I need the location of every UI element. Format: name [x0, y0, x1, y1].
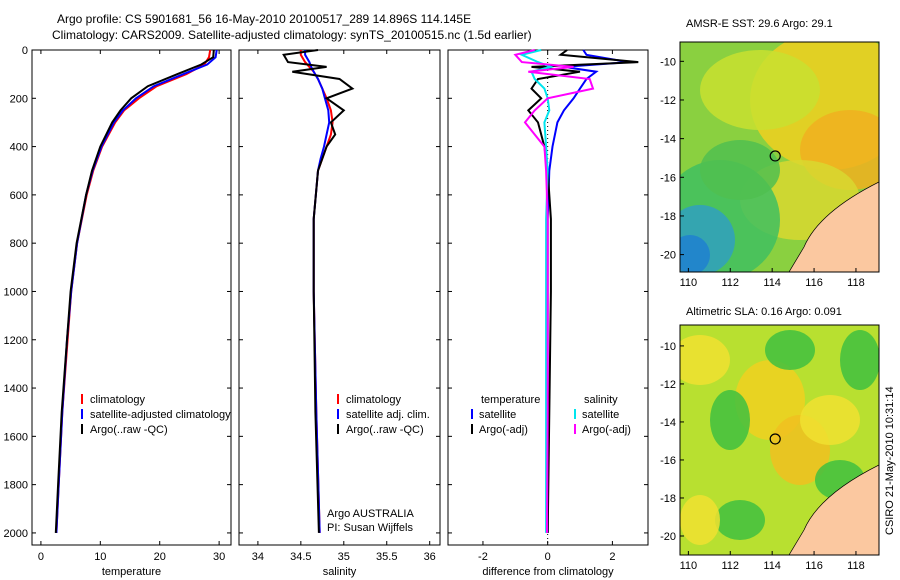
salinity-panel-axes	[238, 49, 441, 546]
legend-label: satellite	[582, 409, 619, 421]
legend-label: satellite	[479, 409, 516, 421]
field-patch	[840, 330, 879, 390]
annotation: PI: Susan Wijffels	[327, 522, 413, 534]
x-tick-label: 34	[252, 551, 264, 563]
y-tick-label: -12	[660, 379, 676, 391]
x-tick-label: 112	[722, 560, 740, 572]
sst-map-title: AMSR-E SST: 29.6 Argo: 29.1	[686, 18, 833, 30]
x-tick-label: 35	[338, 551, 350, 563]
y-tick-label: -16	[660, 172, 676, 184]
series-salinity-argo-adj-	[513, 49, 595, 533]
coastline-land	[788, 181, 879, 272]
x-tick-label: 118	[847, 277, 865, 289]
y-tick-label: -14	[660, 417, 676, 429]
x-tick-label: 34.5	[290, 551, 311, 563]
sla-map-field	[680, 325, 879, 555]
field-patch	[710, 390, 750, 450]
y-tick-label: 2000	[4, 528, 28, 540]
field-patch	[680, 495, 720, 545]
x-tick-label: 116	[805, 277, 823, 289]
y-tick-label: -18	[660, 211, 676, 223]
y-tick-label: -10	[660, 56, 676, 68]
legend-label: temperature	[481, 394, 540, 406]
y-tick-label: 1000	[4, 286, 28, 298]
y-tick-label: 1400	[4, 383, 28, 395]
x-tick-label: 30	[213, 551, 225, 563]
y-tick-label: 800	[10, 238, 28, 250]
x-axis-label: salinity	[323, 566, 357, 578]
y-tick-label: -16	[660, 455, 676, 467]
argo-position-marker	[769, 150, 781, 162]
temperature-panel-axes	[31, 49, 232, 546]
x-axis-label: temperature	[102, 566, 161, 578]
sst-map: 110 112 114 116 118 -10 -12 -14 -16 -18 -20	[660, 41, 880, 289]
x-tick-label: 114	[763, 560, 781, 572]
y-tick-label: 1800	[4, 480, 28, 492]
x-tick-label: -2	[478, 551, 488, 563]
x-tick-label: 0	[545, 551, 551, 563]
field-patch	[700, 50, 820, 130]
legend-label: satellite adj. clim.	[346, 409, 430, 421]
y-tick-label: 200	[10, 93, 28, 105]
y-tick-label: -20	[660, 531, 676, 543]
legend-label: Argo(..raw -QC)	[90, 424, 168, 436]
x-axis-label: difference from climatology	[482, 566, 614, 578]
x-tick-label: 112	[722, 277, 740, 289]
field-patch	[680, 335, 730, 385]
legend-label: Argo(-adj)	[479, 424, 528, 436]
legend-label: climatology	[90, 394, 146, 406]
y-tick-label: 1600	[4, 431, 28, 443]
y-tick-label: -14	[660, 134, 676, 146]
legend-label: climatology	[346, 394, 402, 406]
series-argo-raw-qc-	[282, 49, 355, 533]
legend-label: salinity	[584, 394, 618, 406]
series-temperature-argo-adj-	[526, 49, 639, 533]
annotation: Argo AUSTRALIA	[327, 508, 414, 520]
field-patch	[700, 140, 780, 200]
sla-map: 110 112 114 116 118 -10 -12 -14 -16 -18 -20	[660, 324, 880, 572]
title-line2: Climatology: CARS2009. Satellite-adjuste…	[52, 28, 532, 42]
legend-label: Argo(..raw -QC)	[346, 424, 424, 436]
argo-position-marker	[769, 433, 781, 445]
y-tick-label: -20	[660, 250, 676, 262]
y-tick-label: -12	[660, 95, 676, 107]
y-tick-label: -18	[660, 493, 676, 505]
sla-map-axes	[679, 324, 880, 556]
field-patch	[800, 395, 860, 445]
field-patch	[715, 500, 765, 540]
title-line1: Argo profile: CS 5901681_56 16-May-2010 …	[57, 12, 472, 26]
x-tick-label: 35.5	[376, 551, 397, 563]
sst-map-field	[680, 42, 879, 272]
x-tick-label: 0	[38, 551, 44, 563]
x-tick-label: 20	[154, 551, 166, 563]
x-tick-label: 10	[94, 551, 106, 563]
y-tick-label: 0	[22, 45, 28, 57]
y-tick-label: 1200	[4, 335, 28, 347]
coastline-land	[788, 464, 879, 555]
x-tick-label: 2	[609, 551, 615, 563]
legend-label: Argo(-adj)	[582, 424, 631, 436]
y-tick-label: -10	[660, 341, 676, 353]
legend-label: satellite-adjusted climatology	[90, 409, 231, 421]
field-patch	[765, 330, 815, 370]
x-tick-label: 110	[680, 277, 698, 289]
series-argo-raw-qc-	[54, 49, 215, 533]
field-patch	[680, 235, 710, 272]
x-tick-label: 118	[847, 560, 865, 572]
y-tick-label: 400	[10, 142, 28, 154]
sst-map-axes	[679, 41, 880, 273]
x-tick-label: 110	[680, 560, 698, 572]
x-tick-label: 36	[424, 551, 436, 563]
x-tick-label: 116	[805, 560, 823, 572]
y-tick-label: 600	[10, 190, 28, 202]
x-tick-label: 114	[763, 277, 781, 289]
sla-map-title: Altimetric SLA: 0.16 Argo: 0.091	[686, 306, 842, 318]
